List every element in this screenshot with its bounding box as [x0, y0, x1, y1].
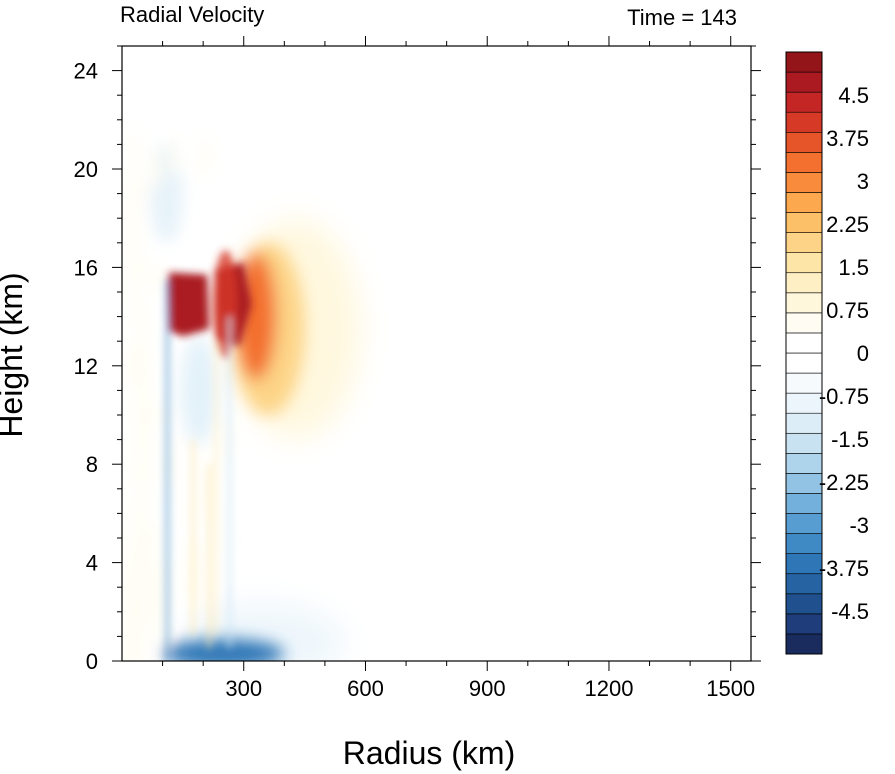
outflow-core-1 [168, 272, 210, 337]
y-tick-label: 16 [74, 255, 98, 280]
colorbar-swatch [785, 432, 823, 454]
colorbar-swatch [785, 131, 823, 153]
colorbar-label: -0.75 [819, 384, 869, 409]
inner-band-8 [148, 269, 169, 290]
colorbar-swatch [785, 533, 823, 554]
x-tick-label: 1200 [584, 676, 633, 701]
colorbar-swatch [785, 352, 823, 374]
x-tick-labels: 300 600 900 1200 1500 [225, 676, 755, 701]
y-tick-label: 4 [86, 551, 98, 576]
colorbar-swatch [785, 412, 823, 434]
colorbar-label: 1.5 [838, 255, 869, 280]
colorbar-label: -2.25 [819, 470, 869, 495]
plot-frame [121, 45, 752, 662]
colorbar-swatch [785, 212, 823, 233]
colorbar-swatch [785, 633, 823, 655]
colorbar-swatch [785, 372, 823, 394]
inner-band-21 [178, 508, 188, 519]
colorbar-swatch [785, 613, 823, 635]
inner-band-20 [167, 434, 179, 494]
colorbar-label: -1.5 [831, 427, 869, 452]
y-tick-label: 0 [86, 649, 98, 674]
colorbar-label: -3 [849, 513, 869, 538]
inner-band-11 [130, 470, 143, 483]
x-axis-label: Radius (km) [343, 735, 515, 771]
colorbar-swatch [785, 51, 823, 73]
x-tick-label: 1500 [706, 676, 755, 701]
colorbar-swatch [785, 312, 823, 334]
colorbar-swatch [785, 593, 823, 615]
inner-band-7 [129, 258, 148, 277]
colorbar-swatch [785, 91, 823, 113]
y-tick-label: 24 [74, 59, 98, 84]
inner-band-3 [148, 149, 161, 189]
colorbar-swatch [785, 493, 823, 514]
chart-title-left: Radial Velocity [120, 2, 264, 27]
inner-band-6 [128, 141, 140, 329]
outflow-core-rim [213, 250, 238, 359]
y-tick-label: 12 [74, 354, 98, 379]
inner-band-23 [202, 444, 213, 534]
colorbar-labels: 4.5 3.75 3 2.25 1.5 0.75 0 -0.75 -1.5 -2.25 -3 -3.7… [819, 83, 869, 624]
colorbar-swatch [785, 152, 823, 173]
colorbar-label: -3.75 [819, 556, 869, 581]
y-tick-label: 20 [74, 157, 98, 182]
inner-band-4 [169, 137, 180, 177]
colorbar-label: 0 [857, 341, 869, 366]
colorbar-label: 3.75 [826, 126, 869, 151]
inner-band-19 [150, 406, 167, 424]
inner-band-15 [132, 562, 145, 661]
colorbar-label: 3 [857, 169, 869, 194]
heatmap-sharp-layer [166, 250, 252, 661]
inner-band-5 [199, 134, 211, 179]
colorbar-swatch [785, 252, 823, 274]
colorbar-label: 4.5 [838, 83, 869, 108]
inner-band-22 [187, 538, 203, 612]
inner-band-16 [123, 525, 133, 661]
colorbar-swatch [785, 513, 823, 534]
colorbar-swatch [785, 332, 823, 354]
colorbar-swatch [785, 272, 823, 294]
axis-ticks [112, 36, 761, 671]
inner-band-9 [126, 346, 139, 386]
colorbar-swatch [785, 553, 823, 575]
colorbar-label: 2.25 [826, 212, 869, 237]
colorbar-swatch [785, 232, 823, 253]
colorbar-swatch [785, 292, 823, 314]
lowlevel-inflow-core [162, 638, 285, 661]
colorbar-swatch [785, 392, 823, 414]
x-tick-label: 600 [347, 676, 384, 701]
inner-band-17 [149, 530, 164, 546]
colorbar [785, 51, 823, 655]
colorbar-swatch [785, 172, 823, 193]
colorbar-swatch [785, 192, 823, 213]
x-tick-label: 900 [469, 676, 506, 701]
y-tick-labels: 0 4 8 12 16 20 24 [74, 59, 98, 674]
heatmap-field [123, 124, 439, 661]
colorbar-swatch [785, 111, 823, 133]
y-tick-label: 8 [86, 452, 98, 477]
colorbar-swatch [785, 473, 823, 494]
y-axis-label: Height (km) [0, 272, 29, 437]
inner-band-2 [139, 188, 150, 199]
colorbar-swatch [785, 71, 823, 93]
chart-title-right: Time = 143 [627, 5, 737, 30]
colorbar-swatch [785, 573, 823, 595]
inner-band-18 [153, 550, 168, 649]
inner-upper-inflow [180, 336, 218, 445]
x-tick-label: 300 [225, 676, 262, 701]
colorbar-frame [785, 51, 823, 655]
colorbar-label: -4.5 [831, 599, 869, 624]
colorbar-label: 0.75 [826, 298, 869, 323]
inner-band-25 [222, 417, 233, 462]
colorbar-swatch [785, 453, 823, 474]
